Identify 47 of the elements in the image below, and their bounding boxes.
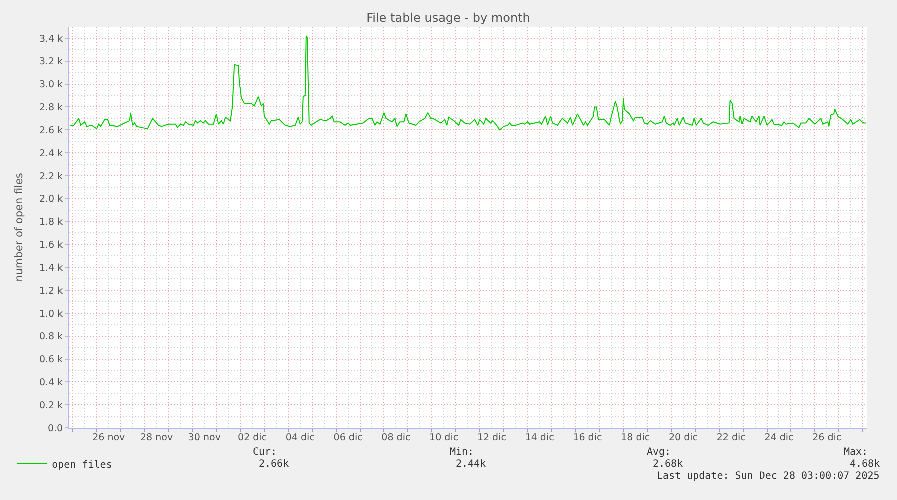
x-tick-label: 02 dic xyxy=(238,432,268,444)
text: 2.68k xyxy=(653,459,684,470)
y-tick-label: 2.6 k xyxy=(39,125,64,136)
y-tick-label: 3.2 k xyxy=(39,56,64,68)
text: 2.66k xyxy=(259,459,290,470)
x-tick-label: 14 dic xyxy=(525,432,554,444)
legend-label: open files xyxy=(52,460,112,471)
y-tick-label: 2.2 k xyxy=(39,171,64,182)
x-tick-label: 12 dic xyxy=(477,432,506,444)
text: Max: xyxy=(844,447,868,458)
text: Cur: xyxy=(253,447,278,458)
x-tick-label: 26 nov xyxy=(92,432,126,444)
y-tick-label: 0.6 k xyxy=(39,354,64,366)
x-tick-label: 26 dic xyxy=(812,432,842,444)
text: Last update: Sun Dec 28 03:00:07 2025 xyxy=(657,471,880,482)
y-tick-label: 2.4 k xyxy=(39,148,64,160)
x-tick-label: 22 dic xyxy=(716,432,746,444)
y-tick-label: 1.6 k xyxy=(39,240,64,252)
x-tick-label: 30 nov xyxy=(188,432,222,444)
text: Min: xyxy=(450,447,474,458)
x-tick-label: 06 dic xyxy=(334,432,363,444)
x-tick-label: 10 dic xyxy=(430,432,459,444)
x-tick-label: 20 dic xyxy=(668,432,698,444)
y-axis-title: number of open files xyxy=(13,173,26,282)
chart-title: File table usage - by month xyxy=(366,11,530,26)
x-tick-label: 28 nov xyxy=(140,432,174,444)
x-tick-label: 16 dic xyxy=(573,432,602,444)
line-series xyxy=(70,36,866,131)
x-tick-label: 08 dic xyxy=(382,432,411,444)
y-tick-label: 0.4 k xyxy=(39,377,64,388)
y-tick-label: 3.4 k xyxy=(39,34,64,45)
y-tick-label: 0.8 k xyxy=(39,332,64,343)
y-tick-label: 3.0 k xyxy=(39,80,64,91)
y-tick-label: 0.0 xyxy=(48,423,64,434)
text: 4.68k xyxy=(850,459,880,470)
y-tick-label: 1.4 k xyxy=(39,262,64,274)
y-tick-label: 1.0 k xyxy=(39,308,64,320)
x-tick-label: 04 dic xyxy=(286,432,315,444)
y-tick-label: 0.2 k xyxy=(39,400,64,412)
text: Avg: xyxy=(647,447,672,458)
x-tick-label: 24 dic xyxy=(764,432,794,444)
y-tick-label: 1.8 k xyxy=(39,217,64,228)
y-tick-label: 1.2 k xyxy=(39,286,64,297)
y-tick-label: 2.0 k xyxy=(39,194,64,206)
y-tick-label: 2.8 k xyxy=(39,102,64,114)
x-tick-label: 18 dic xyxy=(621,432,650,444)
text: 2.44k xyxy=(456,459,486,470)
